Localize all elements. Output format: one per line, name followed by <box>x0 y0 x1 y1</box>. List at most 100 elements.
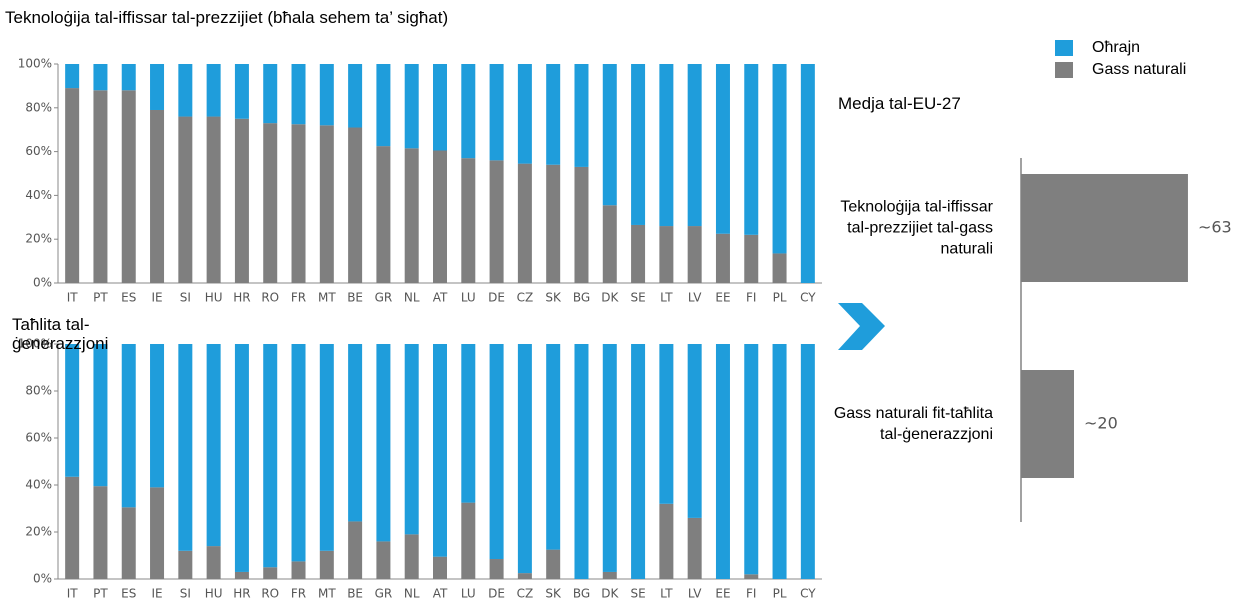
bar-segment <box>489 160 504 283</box>
bar-segment <box>461 502 476 579</box>
bar-segment <box>121 90 136 283</box>
bar-segment <box>263 64 278 124</box>
x-tick-label: DE <box>488 291 505 305</box>
x-tick-label: LV <box>688 587 702 601</box>
bar-segment <box>93 90 108 283</box>
x-tick-label: SE <box>630 587 645 601</box>
x-tick-label: MT <box>318 587 336 601</box>
bar-segment <box>772 253 787 283</box>
bar-segment <box>631 344 646 579</box>
bar-segment <box>574 64 589 167</box>
bar-segment <box>121 64 136 91</box>
bar-segment <box>121 344 136 508</box>
y-tick-label: 20% <box>25 525 52 539</box>
bar-segment <box>433 556 447 579</box>
bar-segment <box>659 344 674 504</box>
bar-segment <box>489 559 504 579</box>
bar-segment <box>319 550 334 579</box>
bar-segment <box>602 205 617 283</box>
x-tick-label: HU <box>205 587 223 601</box>
bar-segment <box>546 549 561 579</box>
bar-segment <box>574 344 589 579</box>
bar-segment <box>319 64 334 126</box>
x-tick-label: DE <box>488 587 505 601</box>
bar-segment <box>687 226 702 283</box>
x-tick-label: ES <box>121 291 136 305</box>
x-tick-label: HR <box>233 587 250 601</box>
x-tick-label: LT <box>660 587 673 601</box>
bar-segment <box>659 64 674 227</box>
bar-segment <box>376 64 391 147</box>
bar-segment <box>348 521 363 579</box>
x-tick-label: SI <box>180 291 191 305</box>
bar-segment <box>93 64 108 91</box>
bar-segment <box>574 166 589 283</box>
value-label: ~20 <box>1084 414 1118 433</box>
bar-segment <box>263 344 278 568</box>
x-tick-label: IE <box>151 291 162 305</box>
y-tick-label: 60% <box>25 431 52 445</box>
value-label: ~63 <box>1198 218 1232 237</box>
x-tick-label: EE <box>715 587 730 601</box>
bar-segment <box>433 64 447 151</box>
bar-segment <box>206 64 221 117</box>
bar-segment <box>234 64 249 119</box>
bar-segment <box>178 344 193 551</box>
bar-segment <box>517 573 532 579</box>
x-tick-label: LV <box>688 291 702 305</box>
x-tick-label: DK <box>601 587 619 601</box>
x-tick-label: RO <box>261 291 279 305</box>
bar-segment <box>517 64 532 164</box>
x-tick-label: LU <box>461 291 476 305</box>
bar-segment <box>178 64 193 117</box>
bar-segment <box>206 116 221 283</box>
bar-segment <box>234 118 249 283</box>
x-tick-label: ES <box>121 587 136 601</box>
bar-segment <box>348 127 363 283</box>
bar-segment <box>121 507 136 579</box>
y-tick-label: 20% <box>25 232 52 246</box>
bar-segment <box>206 546 221 579</box>
bar-segment <box>517 344 532 574</box>
x-tick-label: BG <box>573 587 590 601</box>
x-tick-label: SK <box>545 587 562 601</box>
bar-segment <box>178 550 193 579</box>
x-tick-label: SE <box>630 291 645 305</box>
x-tick-label: RO <box>261 587 279 601</box>
bar-segment <box>602 64 617 206</box>
x-tick-label: BE <box>347 291 363 305</box>
y-tick-label: 80% <box>25 384 52 398</box>
x-tick-label: HU <box>205 291 223 305</box>
x-tick-label: IT <box>67 587 79 601</box>
bar-segment <box>263 567 278 579</box>
x-tick-label: FI <box>746 291 756 305</box>
bar-segment <box>800 64 815 283</box>
bar-segment <box>404 148 419 283</box>
bar-segment <box>65 64 80 89</box>
bar-segment <box>348 344 363 522</box>
bar-segment <box>404 534 419 579</box>
bar-segment <box>150 487 165 579</box>
x-tick-label: BE <box>347 587 363 601</box>
x-tick-label: FR <box>291 291 306 305</box>
bar-segment <box>687 64 702 227</box>
bar-segment <box>65 476 80 579</box>
x-tick-label: IE <box>151 587 162 601</box>
bar-segment <box>178 116 193 283</box>
legend-label: Gass naturali <box>1092 61 1187 78</box>
bar <box>1021 370 1074 478</box>
bar-segment <box>291 124 306 283</box>
bar-segment <box>772 64 787 254</box>
bar-segment <box>291 561 306 579</box>
y-tick-label: Teknoloġija tal-iffissar tal-prezzijiet … <box>840 198 993 258</box>
bar-segment <box>65 344 80 477</box>
y-tick-label: 0% <box>33 572 52 586</box>
chart-title: Taħlita tal-ġenerazzjoni <box>12 315 109 353</box>
y-tick-label: 40% <box>25 478 52 492</box>
bar-segment <box>659 226 674 283</box>
bar-segment <box>65 88 80 283</box>
x-tick-label: PL <box>773 291 787 305</box>
y-tick-label: 100% <box>18 57 52 71</box>
bar-segment <box>433 150 447 283</box>
bar-segment <box>659 503 674 579</box>
